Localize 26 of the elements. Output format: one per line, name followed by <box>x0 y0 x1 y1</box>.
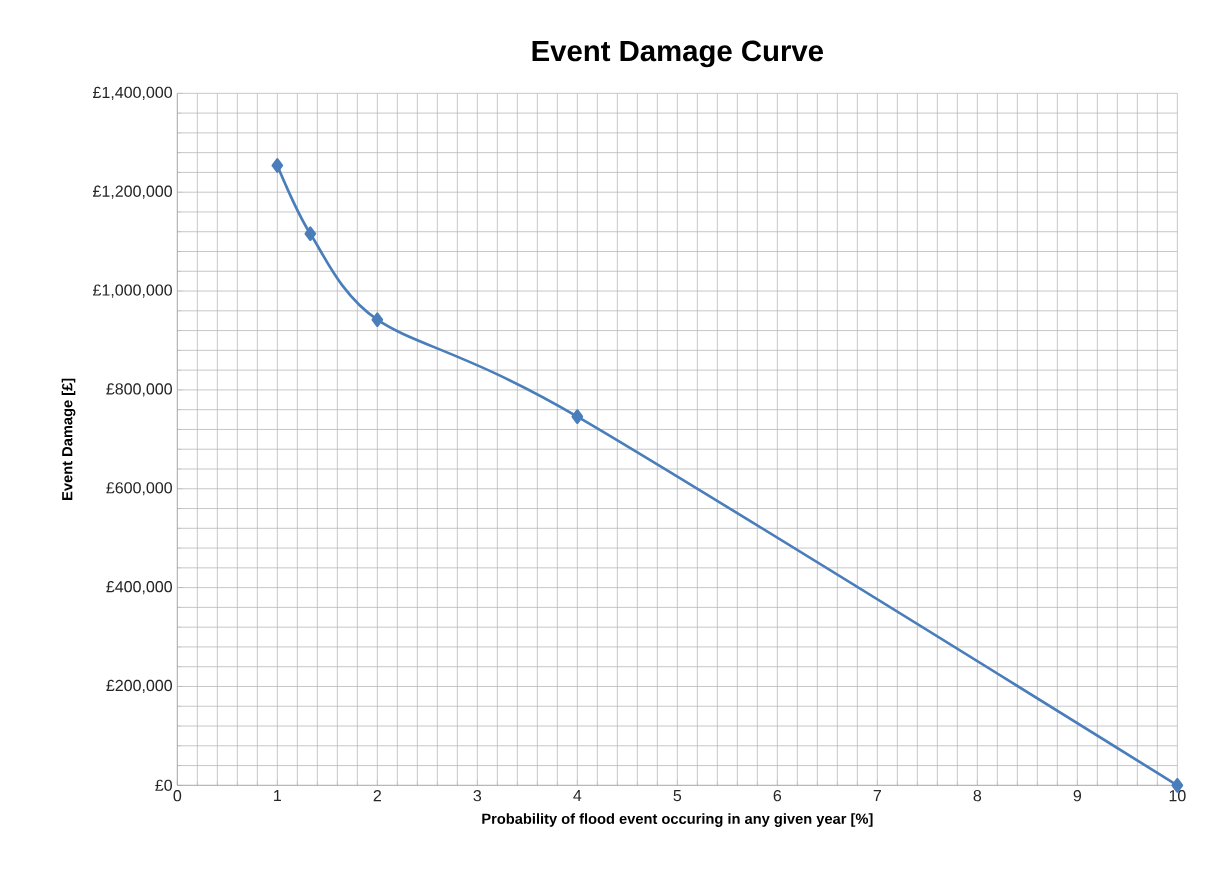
x-tick-label: 5 <box>673 790 682 802</box>
point <box>304 226 317 242</box>
x-axis-title: Probability of flood event occuring in any given year [%] <box>482 813 873 827</box>
point <box>271 158 284 173</box>
y-tick-label: £0 <box>155 779 172 791</box>
x-tick-label: 9 <box>1073 790 1082 802</box>
chart-title: Event Damage Curve <box>532 40 823 68</box>
y-tick-label: £600,000 <box>106 482 172 496</box>
x-tick-label: 0 <box>173 790 182 802</box>
y-tick-label: £400,000 <box>106 581 172 595</box>
y-tick-label: £800,000 <box>106 383 172 397</box>
x-tick-label: 8 <box>973 790 982 802</box>
y-tick-label: £1,000,000 <box>93 284 172 298</box>
x-tick-label: 1 <box>274 790 281 802</box>
x-tick-label: 3 <box>473 790 482 802</box>
x-tick-label: 10 <box>1169 790 1186 802</box>
x-tick-label: 4 <box>573 790 582 802</box>
x-tick-label: 7 <box>873 790 881 802</box>
point <box>371 312 384 328</box>
x-tick-label: 6 <box>773 790 782 802</box>
y-tick-label: £200,000 <box>106 679 172 694</box>
y-tick-label: £1,400,000 <box>93 86 172 100</box>
point <box>571 409 584 424</box>
y-axis-title: Event Damage [£] <box>61 378 76 500</box>
x-tick-label: 2 <box>373 790 381 802</box>
y-tick-label: £1,200,000 <box>93 185 172 199</box>
